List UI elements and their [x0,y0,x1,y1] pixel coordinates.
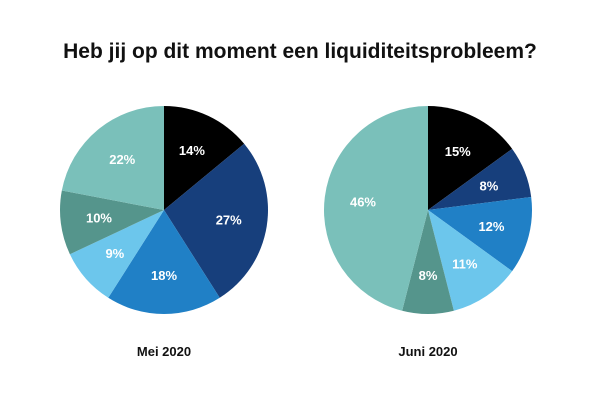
slice-label: 14% [179,143,205,158]
pie-slice [164,143,268,298]
pie-slice [428,106,513,210]
pie-slice [402,210,454,315]
slice-label: 8% [419,268,438,283]
slice-label: 22% [109,152,135,167]
slice-label: 9% [105,246,124,261]
slice-label: 8% [480,178,499,193]
chart-title: Heb jij op dit moment een liquiditeitspr… [63,40,537,63]
slice-label: 11% [452,257,478,272]
slice-label: 12% [478,219,504,234]
pie-slice [428,210,513,311]
slice-label: 46% [350,194,376,209]
pie-slice [324,106,428,311]
pie-chart-2: 15% 8% 12% 11% 8% 46% Juni 2020 [324,106,532,359]
pie-slice [61,106,164,210]
pie-slice [428,148,532,210]
slice-label: 10% [86,211,112,226]
slice-label: 15% [445,144,471,159]
pie-slice [69,210,164,298]
pie-caption: Juni 2020 [398,344,457,359]
pie-slice [60,190,164,255]
pie-slice [428,196,532,272]
pie-slice [164,106,245,210]
pie-slice [108,210,220,314]
slice-label: 18% [151,268,177,283]
slice-label: 27% [216,213,242,228]
pie-caption: Mei 2020 [137,344,191,359]
pie-chart-1: 14% 27% 18% 9% 10% 22% Mei 2020 [60,106,268,359]
